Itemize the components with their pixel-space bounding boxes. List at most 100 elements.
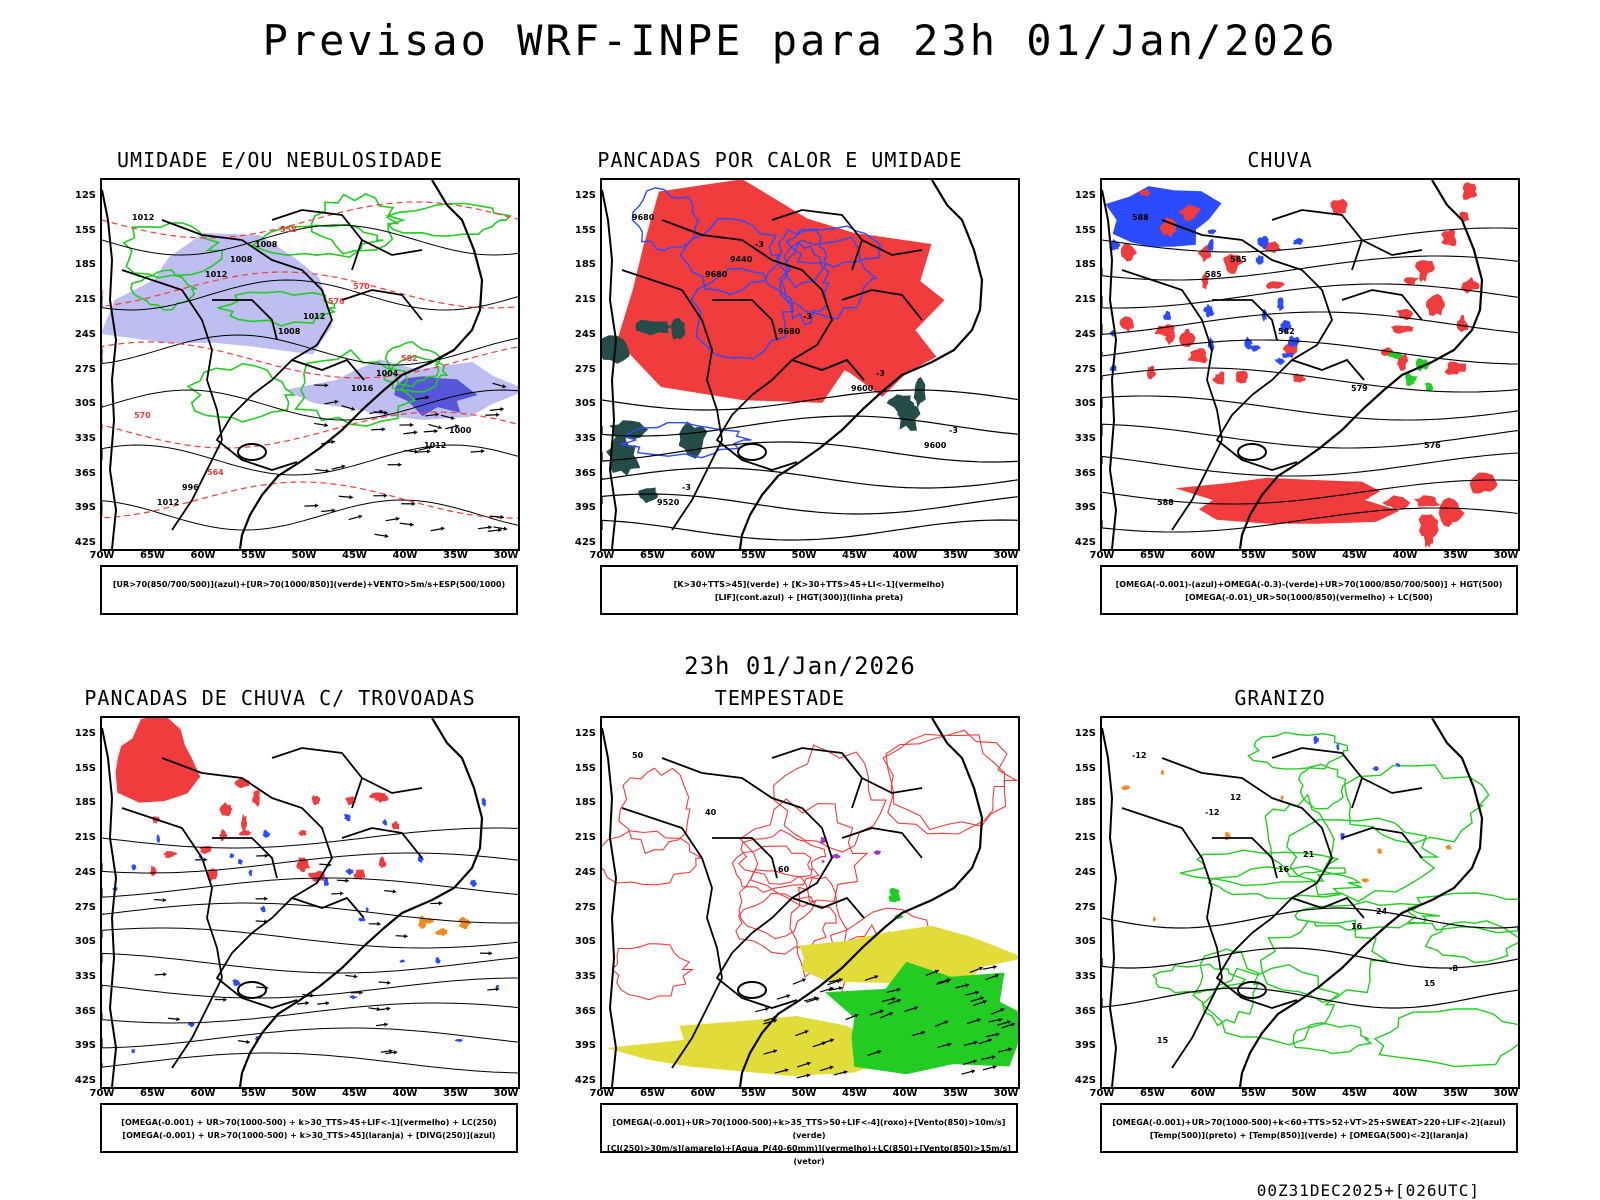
wind850-vector-head (877, 1050, 882, 1055)
wind850-vector-head (891, 996, 896, 1002)
map-frame: 50 40 60 (600, 716, 1020, 1089)
thunderstorm-area-vermelho (298, 830, 307, 837)
lat-tick-label: 15S (1074, 224, 1096, 236)
humidity-contour-verde (251, 223, 384, 259)
thunderstorm-area-vermelho (353, 869, 366, 880)
humidity-contour-verde (383, 355, 449, 393)
wind-vector-head (398, 462, 402, 467)
lat-tick-label: 33S (574, 970, 596, 982)
wind-vector-head (435, 412, 439, 417)
country-border (861, 777, 923, 794)
temp850-contour (1259, 919, 1389, 1004)
precipitable-water-contour (731, 845, 820, 894)
lon-tick-label: 30W (493, 550, 519, 561)
lat-tick-label: 42S (574, 537, 596, 548)
lon-tick-label: 35W (1443, 550, 1468, 561)
lagoa-dos-patos (1237, 443, 1267, 461)
pressure-isobar (102, 389, 518, 421)
legend-line: [Temp(500)](preto) + [Temp(850)](verde) … (1149, 1131, 1469, 1140)
country-border (1161, 219, 1333, 396)
lon-tick-label: 50W (291, 550, 317, 561)
contour-label: 570 (353, 282, 370, 291)
country-border (861, 239, 923, 256)
country-border (1212, 299, 1278, 341)
lat-tick-label: 42S (574, 1075, 596, 1086)
lon-tick-label: 50W (291, 1088, 317, 1099)
lon-tick-label: 70W (89, 550, 115, 561)
omega-area-laranja (1152, 915, 1156, 923)
wind850-vector-head (801, 978, 806, 983)
map-plot (102, 718, 518, 1087)
country-border (661, 219, 833, 396)
rain-area-vermelho (1223, 253, 1244, 274)
wind850-vector-head (947, 1042, 952, 1047)
divergence-area-azul (454, 1038, 463, 1042)
lat-tick-label: 21S (1074, 294, 1096, 306)
wind-vector-head (351, 406, 355, 411)
contour-label: -3 (755, 240, 764, 249)
streamline-arrow-head (404, 934, 408, 939)
wind-vector-head (411, 501, 416, 506)
lat-tick-label: 36S (574, 1005, 596, 1017)
country-border (215, 932, 298, 1009)
wind-vector-head (427, 449, 431, 454)
wind850-vector-head (988, 1038, 992, 1043)
contour-label: 996 (182, 483, 199, 492)
precipitable-water-contour (882, 733, 1006, 835)
pressure-isobar (102, 224, 518, 256)
lifted-index-contour (690, 267, 795, 360)
wind850-vector-head (947, 978, 951, 983)
instability-area-verde (635, 319, 672, 336)
legend-line: [OMEGA(-0.001)-(azul)+OMEGA(-0.3)-(verde… (1115, 580, 1503, 589)
divergence-area-azul (260, 905, 266, 913)
lat-tick-label: 21S (574, 294, 596, 306)
omega-area-laranja (1377, 848, 1382, 854)
temp850-contour (1298, 763, 1347, 810)
streamline-arrow-head (345, 878, 349, 883)
country-border (121, 807, 223, 979)
lat-tick-label: 12S (574, 190, 596, 201)
hail-area-azul (1395, 763, 1401, 767)
country-border (361, 777, 423, 794)
wind-vector-head (349, 495, 353, 500)
wind-vector-head (358, 514, 363, 519)
panel-title: UMIDADE E/OU NEBULOSIDADE (116, 148, 444, 172)
temp500-line (1102, 987, 1518, 1009)
hgt300-line (602, 467, 1018, 489)
wind850-vector-head (804, 1030, 809, 1034)
wind850-vector-head (971, 1069, 975, 1074)
streamline-arrow-head (438, 901, 443, 906)
lon-tick-label: 70W (89, 1088, 115, 1099)
wind-vector-head (440, 526, 445, 531)
country-border (1161, 757, 1333, 934)
divergence-area-azul (349, 995, 358, 1000)
country-border (121, 269, 223, 441)
wind-vector-head (455, 424, 459, 429)
country-border (271, 747, 364, 809)
lat-tick-label: 27S (574, 363, 596, 375)
country-border (1215, 394, 1298, 471)
lon-tick-label: 55W (1241, 550, 1266, 561)
streamline-250 (102, 827, 518, 849)
temp850-contour (1373, 1008, 1518, 1068)
streamline-arrow-head (392, 889, 397, 894)
thunderstorm-area-vermelho (312, 795, 321, 806)
contour-label: 16 (1278, 865, 1290, 874)
rain-area-vermelho (1139, 189, 1151, 197)
thunderstorm-area-vermelho (241, 813, 248, 831)
omega-area-laranja (1445, 844, 1452, 850)
wind-vector-head (383, 493, 388, 498)
hail-area-azul (1336, 742, 1340, 751)
wind850-vector-head (921, 1030, 926, 1035)
lon-tick-label: 60W (1190, 550, 1216, 561)
rain-area-vermelho (1460, 276, 1480, 294)
wind850-vector-head (1000, 1008, 1005, 1012)
lagoa-dos-patos (1237, 981, 1267, 999)
streamline-arrow-head (176, 1017, 180, 1022)
lon-tick-label: 70W (589, 550, 615, 561)
omega-area-azul (1281, 352, 1295, 358)
rain-area-vermelho (1444, 361, 1466, 375)
lat-tick-label: 39S (1074, 1040, 1096, 1052)
rain-area-vermelho (1425, 293, 1445, 317)
wind-vector-head (434, 429, 438, 434)
